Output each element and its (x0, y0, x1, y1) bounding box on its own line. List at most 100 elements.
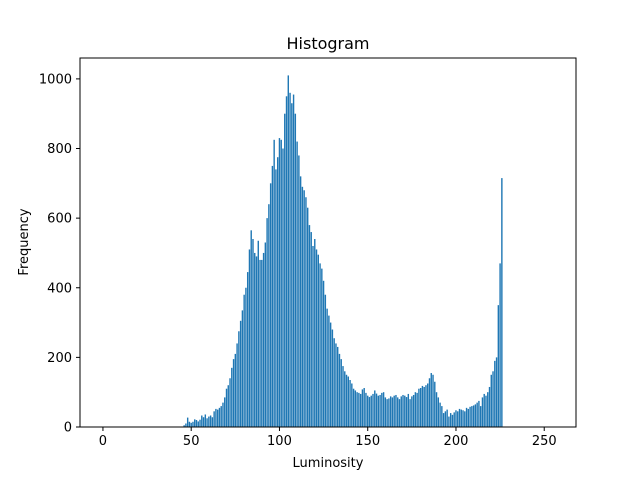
bar-167 (397, 397, 399, 427)
bar-138 (345, 374, 348, 427)
bar-96 (271, 165, 274, 428)
bar-208 (469, 406, 471, 427)
bar-158 (381, 392, 383, 427)
bar-131 (333, 338, 335, 427)
x-tick-label-50: 50 (183, 434, 200, 449)
bar-88 (257, 240, 259, 427)
bar-127 (326, 308, 328, 427)
bar-184 (427, 383, 429, 427)
bar-186 (430, 373, 432, 427)
bar-55 (199, 419, 201, 427)
bar-90 (261, 259, 263, 427)
bar-225 (499, 263, 501, 427)
bar-94 (268, 204, 270, 427)
bar-85 (252, 239, 254, 427)
bar-204 (462, 410, 464, 427)
bar-117 (308, 225, 311, 427)
bar-150 (367, 395, 369, 427)
bar-53 (195, 420, 198, 427)
x-tick-label-100: 100 (267, 434, 292, 449)
bar-110 (296, 141, 298, 428)
bar-123 (319, 263, 321, 427)
bar-67 (220, 406, 222, 427)
y-tick-label-400: 400 (47, 281, 72, 296)
bar-80 (243, 294, 245, 427)
bar-203 (460, 409, 462, 427)
bar-176 (412, 394, 415, 427)
bar-136 (342, 366, 344, 427)
bar-222 (494, 360, 496, 427)
bar-66 (218, 407, 221, 427)
bar-54 (197, 421, 199, 427)
bar-116 (307, 207, 309, 427)
bar-109 (294, 113, 297, 427)
bar-58 (204, 414, 207, 427)
bar-72 (229, 378, 231, 427)
y-tick-label-200: 200 (47, 351, 72, 366)
bar-174 (409, 399, 411, 427)
y-tick-label-600: 600 (47, 212, 72, 227)
bar-218 (487, 392, 489, 427)
bar-82 (246, 272, 249, 427)
bar-61 (209, 415, 212, 427)
bar-224 (497, 305, 500, 427)
bar-78 (239, 320, 242, 427)
bar-146 (359, 393, 362, 427)
bar-170 (402, 394, 404, 427)
bar-60 (208, 416, 210, 427)
bar-143 (354, 390, 357, 427)
bar-223 (495, 357, 498, 427)
bar-125 (322, 280, 325, 427)
y-axis: 0 200 400 600 800 1000 (39, 72, 80, 436)
bar-191 (439, 402, 441, 427)
bar-197 (449, 413, 452, 427)
bar-169 (400, 396, 402, 427)
bar-166 (395, 394, 397, 427)
bar-200 (455, 410, 457, 427)
bar-195 (446, 409, 448, 427)
bar-188 (434, 381, 436, 427)
bar-122 (317, 254, 319, 427)
bar-114 (303, 190, 305, 427)
bar-111 (298, 155, 300, 427)
bar-173 (407, 393, 410, 427)
bar-142 (352, 388, 355, 427)
bar-84 (250, 230, 252, 427)
bar-149 (365, 392, 367, 427)
bar-178 (416, 392, 418, 427)
bar-148 (363, 388, 365, 427)
bar-162 (388, 398, 390, 427)
bar-63 (213, 411, 215, 427)
bar-215 (481, 397, 484, 427)
bar-153 (372, 393, 374, 427)
bar-59 (206, 418, 208, 427)
bar-161 (386, 399, 388, 427)
bar-212 (476, 402, 478, 427)
bar-140 (349, 380, 351, 427)
bar-175 (411, 396, 413, 427)
bar-214 (479, 406, 482, 427)
bar-205 (464, 411, 466, 427)
bar-113 (301, 186, 304, 427)
bar-71 (227, 385, 229, 427)
bar-121 (315, 249, 318, 427)
bar-49 (188, 421, 191, 427)
bar-107 (291, 103, 293, 427)
bar-159 (382, 392, 385, 427)
bar-70 (225, 388, 228, 427)
bar-181 (421, 385, 424, 427)
bar-180 (419, 388, 422, 427)
bar-79 (241, 310, 244, 427)
chart-title: Histogram (287, 34, 370, 53)
bar-102 (282, 148, 284, 427)
bar-105 (287, 75, 289, 427)
bar-147 (361, 389, 364, 427)
bar-206 (465, 407, 468, 427)
bar-194 (444, 411, 447, 427)
y-tick-label-1000: 1000 (39, 72, 72, 87)
bar-52 (194, 419, 196, 427)
bar-46 (183, 425, 185, 427)
bar-65 (216, 409, 219, 427)
bar-183 (425, 385, 427, 427)
bar-73 (231, 367, 233, 427)
